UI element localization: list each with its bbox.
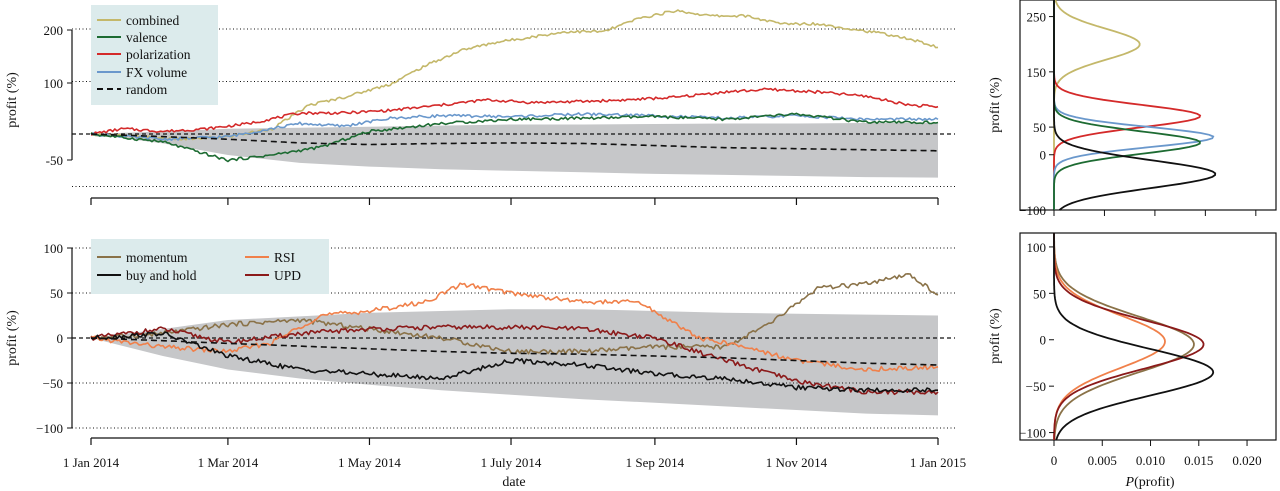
bottom-density-y-tick-label-100: 100 [1027,240,1047,255]
bottom-density-lines [1053,232,1215,441]
bottom-density-x-tick-label-4: 0.020 [1232,453,1261,468]
top-density-y-tick-label-150: 150 [1027,65,1047,80]
legend-label-fx-volume: FX volume [126,65,187,80]
bottom-density-x-tick-label-1: 0.005 [1088,453,1117,468]
x-tick-label-2014-05-01: 1 May 2014 [338,455,401,470]
top-random-band [91,123,938,178]
x-tick-label-2015-01-01: 1 Jan 2015 [910,455,966,470]
legend-label-combined: combined [126,13,179,28]
top-density-combined [1053,0,1141,210]
bottom-density-x-tick-label-2: 0.010 [1136,453,1165,468]
bottom-y-ticks: 100 50 0 −50 −100 [36,241,72,436]
legend-label-rsi: RSI [274,250,296,265]
top-y-tick-label-neg50: -50 [46,153,63,168]
top-density-polarization [1053,0,1202,210]
top-density-y-ticks: 250 150 50 0 −100 [1019,10,1054,218]
top-density-y-tick-label-50: 50 [1033,120,1046,135]
bottom-density-upd [1053,233,1205,440]
top-main-panel: 200 100 -50 profit (%) combined valence … [5,5,955,205]
top-density-y-tick-label-100: −100 [1019,203,1046,218]
bottom-density-y-tick-label-100: −100 [1019,426,1046,441]
bottom-series-rsi [90,282,939,372]
top-density-valence [1053,0,1201,210]
top-reference-lines [72,28,955,187]
x-tick-label-2014-09-01: 1 Sep 2014 [626,455,685,470]
bottom-y-tick-label-50: 50 [50,286,63,301]
top-density-y-tick-label-0: 0 [1040,148,1047,163]
top-series-lines [90,9,939,163]
top-density-buy-and-hold [1053,0,1217,211]
top-series-valence [90,112,939,163]
bottom-series-buy-and-hold [90,331,938,393]
top-x-ticks [90,198,939,205]
legend-label-random: random [126,82,168,97]
legend-label-valence: valence [126,30,167,45]
bottom-density-x-ticks: 0 0.005 0.010 0.015 0.020 [1051,440,1262,468]
legend-label-momentum: momentum [126,250,188,265]
legend-label-polarization: polarization [126,47,191,62]
bottom-y-axis-label: profit (%) [5,310,20,366]
bottom-density-y-ticks: 100 50 0 −50 −100 [1019,240,1054,441]
top-density-panel: 250 150 50 0 −100 profit (%) [988,0,1277,218]
top-y-tick-label-200: 200 [44,23,64,38]
x-tick-label-2014-07-01: 1 July 2014 [481,455,542,470]
top-density-x-ticks [1053,210,1257,216]
bottom-density-x-axis-label: P(profit) [1125,475,1175,490]
bottom-density-x-tick-label-0: 0 [1051,453,1058,468]
legend-label-buy-and-hold: buy and hold [126,268,197,283]
bottom-main-panel: 100 50 0 −50 −100 profit (%) 1 Jan 2014 1 Mar… [5,239,966,490]
top-band-area [91,123,938,178]
top-legend: combined valence polarization FX volume … [97,13,191,97]
bottom-y-tick-label-0: 0 [57,331,64,346]
bottom-x-axis-label: date [502,475,525,490]
bottom-x-ticks: 1 Jan 2014 1 Mar 2014 1 May 2014 1 July 201… [63,438,966,470]
bottom-series-random [90,337,939,366]
bottom-density-panel: 100 50 0 −50 −100 0 0.005 0.010 0.015 0.020 prof… [988,232,1277,490]
bottom-y-tick-label-50: −50 [43,376,63,391]
top-density-frame [1019,0,1277,211]
bottom-y-tick-label-100: −100 [36,421,63,436]
top-density-fx-volume [1053,0,1215,210]
top-density-lines [1053,0,1217,211]
bottom-y-tick-label-100: 100 [44,241,64,256]
x-tick-label-2014-11-01: 1 Nov 2014 [766,455,828,470]
bottom-density-frame [1019,232,1277,441]
bottom-density-y-tick-label-0: 0 [1040,333,1047,348]
bottom-density-buy-and-hold [1053,233,1215,441]
bottom-legend: momentum buy and hold RSI UPD [97,250,301,283]
x-tick-label-2014-01-01: 1 Jan 2014 [63,455,120,470]
bottom-legend-box [91,239,329,294]
bottom-density-x-tick-label-3: 0.015 [1184,453,1213,468]
bottom-density-y-tick-label-50: −50 [1026,379,1046,394]
top-series-fx-volume [90,112,939,141]
top-density-y-axis-label: profit (%) [988,77,1003,133]
bottom-density-momentum [1053,232,1195,441]
top-y-tick-label-100: 100 [44,76,64,91]
bottom-density-y-axis-label: profit (%) [988,308,1003,364]
top-series-random [90,133,938,152]
bottom-density-rsi [1053,233,1166,440]
top-density-y-tick-label-250: 250 [1027,10,1047,25]
bottom-density-y-tick-label-50: 50 [1033,286,1046,301]
legend-label-upd: UPD [274,268,301,283]
top-series-polarization [90,87,939,136]
bottom-series-lines [90,273,939,396]
x-tick-label-2014-03-01: 1 Mar 2014 [198,455,259,470]
top-y-axis-label: profit (%) [5,72,20,128]
